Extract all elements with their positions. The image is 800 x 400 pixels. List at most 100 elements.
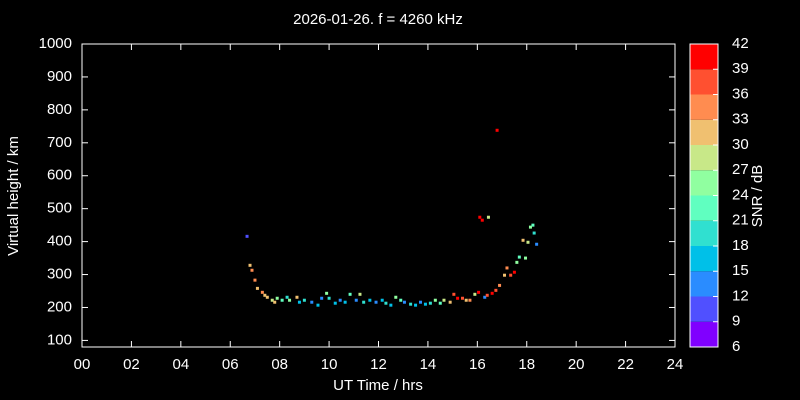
colorbar-tick-label: 39 (732, 60, 749, 77)
data-point (399, 298, 403, 302)
x-tick-label: 04 (172, 356, 189, 373)
data-point (433, 298, 437, 302)
colorbar-swatch (690, 321, 718, 347)
data-point (531, 223, 535, 227)
data-point (389, 303, 393, 307)
data-point (384, 301, 388, 305)
data-point (374, 300, 378, 304)
data-point (483, 295, 487, 299)
data-point (535, 242, 539, 246)
colorbar-swatch (690, 119, 718, 145)
x-tick-label: 22 (617, 356, 634, 373)
data-point (503, 273, 507, 277)
x-tick-label: 08 (271, 356, 288, 373)
data-point (325, 291, 329, 295)
y-tick-label: 300 (47, 266, 72, 283)
colorbar-swatch (690, 246, 718, 272)
data-point (414, 303, 418, 307)
data-point (505, 266, 509, 270)
data-point (362, 300, 366, 304)
data-point (253, 278, 257, 282)
data-point (316, 303, 320, 307)
data-point (343, 300, 347, 304)
colorbar-tick-label: 30 (732, 136, 749, 153)
data-point (354, 298, 358, 302)
data-point (295, 295, 299, 299)
data-point (498, 283, 502, 287)
colorbar-tick-label: 6 (732, 338, 740, 355)
data-point (452, 292, 456, 296)
data-point (468, 298, 472, 302)
data-point (297, 300, 301, 304)
x-tick-label: 06 (222, 356, 239, 373)
colorbar-tick-label: 15 (732, 262, 749, 279)
x-tick-label: 16 (469, 356, 486, 373)
data-point (260, 290, 264, 294)
data-point (494, 288, 498, 292)
data-point (473, 292, 477, 296)
y-tick-label: 700 (47, 134, 72, 151)
data-point (419, 300, 423, 304)
data-point (461, 296, 465, 300)
data-point (528, 225, 532, 229)
colorbar-tick-label: 27 (732, 161, 749, 178)
x-tick-label: 00 (74, 356, 91, 373)
y-tick-label: 1000 (39, 35, 72, 52)
y-tick-label: 100 (47, 331, 72, 348)
data-point (480, 218, 484, 222)
data-point (320, 296, 324, 300)
data-point (485, 293, 489, 297)
data-point (285, 295, 289, 299)
colorbar-swatch (690, 195, 718, 221)
colorbar-tick-label: 24 (732, 186, 749, 203)
colorbar-tick-label: 12 (732, 287, 749, 304)
data-point (515, 260, 519, 264)
data-point (521, 238, 525, 242)
data-point (438, 301, 442, 305)
data-point (275, 296, 279, 300)
y-tick-label: 900 (47, 68, 72, 85)
data-point (288, 298, 292, 302)
y-tick-label: 600 (47, 167, 72, 184)
data-point (270, 298, 274, 302)
data-point (409, 302, 413, 306)
y-tick-label: 500 (47, 200, 72, 217)
data-point (348, 292, 352, 296)
x-tick-label: 14 (420, 356, 437, 373)
data-point (333, 301, 337, 305)
y-tick-label: 800 (47, 101, 72, 118)
data-point (464, 298, 468, 302)
data-point (448, 300, 452, 304)
colorbar-swatch (690, 94, 718, 120)
colorbar-tick-label: 18 (732, 237, 749, 254)
colorbar-swatch (690, 220, 718, 246)
colorbar-swatch (690, 271, 718, 297)
data-point (280, 298, 284, 302)
x-axis-label: UT Time / hrs (333, 377, 423, 394)
data-point (486, 215, 490, 219)
colorbar-tick-label: 33 (732, 111, 749, 128)
colorbar-label: SNR / dB (749, 165, 766, 228)
data-point (495, 128, 499, 132)
y-axis-label: Virtual height / km (5, 136, 22, 256)
x-tick-label: 20 (568, 356, 585, 373)
data-point (263, 293, 267, 297)
colorbar-tick-label: 9 (732, 313, 740, 330)
colorbar-tick-label: 21 (732, 212, 749, 229)
x-tick-label: 18 (518, 356, 535, 373)
data-point (524, 256, 528, 260)
data-point (478, 215, 482, 219)
data-point (442, 298, 446, 302)
data-point (245, 234, 249, 238)
y-tick-label: 400 (47, 233, 72, 250)
colorbar-tick-label: 42 (732, 35, 749, 52)
x-tick-label: 10 (321, 356, 338, 373)
data-point (532, 231, 536, 235)
colorbar-swatch (690, 69, 718, 95)
data-point (456, 296, 460, 300)
colorbar-swatch (690, 170, 718, 196)
data-point (302, 298, 306, 302)
